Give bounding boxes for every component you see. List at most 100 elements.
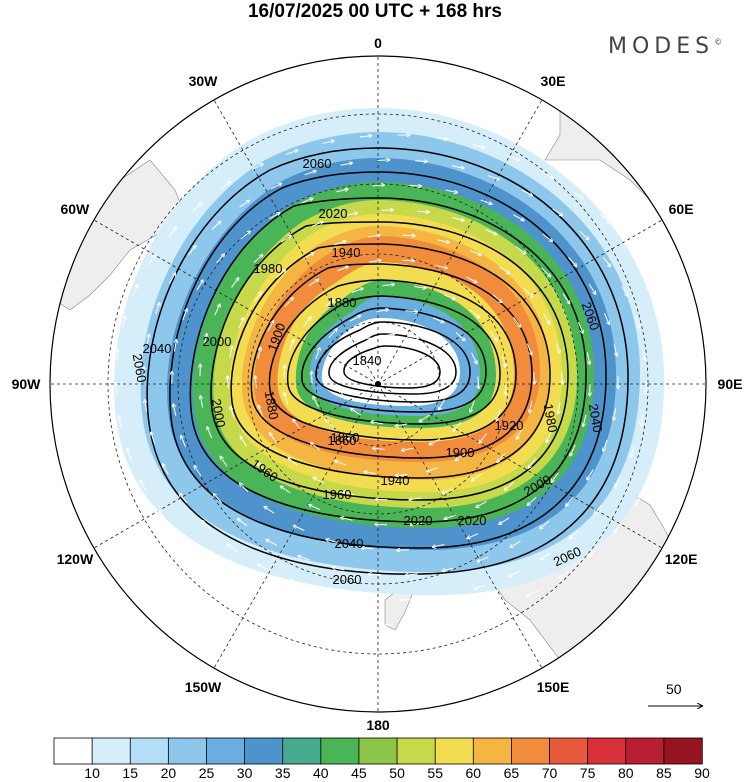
wind-vector: [472, 473, 482, 481]
wind-vector: [400, 600, 413, 601]
meridian-line: [377, 219, 663, 385]
svg-text:2060: 2060: [333, 572, 362, 587]
wind-vector: [410, 523, 422, 525]
colorbar-tick-label: 55: [427, 765, 443, 781]
wind-vector: [180, 493, 188, 504]
contour-2040: [169, 171, 607, 549]
colorbar-swatch: [358, 737, 398, 765]
wind-vector: [402, 260, 415, 261]
svg-text:2060: 2060: [303, 156, 332, 171]
svg-text:2000: 2000: [209, 398, 229, 429]
wind-vector: [467, 533, 479, 539]
svg-text:2020: 2020: [319, 206, 348, 221]
wind-vector: [346, 438, 358, 443]
wind-vector: [382, 334, 395, 337]
longitude-label: 60E: [669, 201, 694, 217]
wind-vector: [604, 313, 610, 324]
wind-vector: [541, 552, 551, 560]
longitude-label: 150W: [185, 679, 222, 695]
wind-vector: [207, 562, 218, 569]
wind-vector: [396, 474, 408, 475]
wind-vector: [402, 447, 414, 450]
wind-vector: [240, 483, 249, 493]
wind-vector: [643, 348, 645, 360]
wind-vector: [496, 409, 502, 420]
wind-vector: [614, 408, 616, 421]
wind-vector: [499, 266, 510, 274]
wind-vector: [579, 230, 589, 239]
svg-text:1960: 1960: [323, 487, 352, 502]
wind-vector: [492, 294, 502, 303]
svg-text:2040: 2040: [335, 536, 364, 551]
wind-vector: [373, 448, 385, 449]
colorbar-tick-label: 90: [694, 765, 710, 781]
brand-logo: MODES©: [608, 34, 722, 59]
contour-2060: [146, 147, 629, 575]
wind-vector: [377, 160, 390, 161]
wind-vector: [181, 537, 190, 546]
colorbar-tick-label: 50: [389, 765, 405, 781]
colorbar-swatch: [549, 737, 589, 765]
colorbar-swatch: [320, 737, 360, 765]
wind-vector: [602, 256, 610, 267]
wind-vector: [369, 260, 381, 262]
wind-vector: [371, 422, 383, 425]
wind-vector: [266, 540, 277, 546]
wind-vector: [415, 161, 427, 162]
colorbar-swatch: [472, 737, 513, 765]
meridian-line: [93, 219, 379, 385]
svg-text:1840: 1840: [353, 353, 382, 368]
svg-text:1940: 1940: [332, 245, 361, 260]
wind-vector: [148, 255, 155, 266]
wind-vector: [546, 431, 552, 442]
wind-vector: [613, 344, 617, 356]
wind-vector: [293, 419, 301, 430]
wind-vector: [304, 171, 316, 176]
wind-vector: [201, 520, 211, 530]
colorbar-swatch: [511, 737, 551, 765]
svg-text:1920: 1920: [495, 418, 524, 433]
colorbar-swatch: [91, 737, 131, 765]
wind-vector: [140, 480, 147, 491]
longitude-label: 150E: [537, 679, 570, 695]
wind-vector: [555, 341, 560, 353]
wind-vector: [173, 404, 177, 416]
svg-text:1900: 1900: [446, 445, 475, 460]
wind-vector: [630, 445, 635, 457]
meridian-line: [213, 99, 379, 385]
wind-vector: [665, 432, 669, 444]
wind-vector: [230, 407, 235, 419]
wind-vector: [298, 556, 310, 561]
wind-vector: [343, 492, 355, 496]
wind-vector: [303, 317, 311, 327]
wind-vector: [513, 214, 524, 221]
wind-vector: [444, 514, 456, 519]
colorbar-tick-label: 75: [580, 765, 596, 781]
wind-vector: [181, 436, 186, 447]
contour-label: 1900: [446, 445, 475, 460]
contour-1940: [268, 279, 517, 441]
wind-vector: [188, 246, 195, 256]
svg-text:1980: 1980: [254, 261, 283, 276]
wind-vector: [435, 264, 448, 268]
wind-vector: [577, 321, 583, 333]
wind-vector: [624, 240, 632, 250]
svg-text:2040: 2040: [586, 403, 606, 434]
wind-vector: [600, 214, 610, 223]
wind-vector: [558, 402, 561, 414]
contour-1840: [343, 345, 441, 389]
wind-vector: [523, 287, 532, 297]
wind-vector: [435, 138, 448, 140]
longitude-label: 120E: [665, 551, 698, 567]
wind-vector: [376, 499, 388, 500]
wind-vector: [163, 464, 169, 475]
wind-vector: [439, 399, 446, 410]
wind-vector: [214, 304, 220, 316]
wind-vector: [375, 524, 388, 525]
wind-vector: [442, 567, 454, 571]
wind-vector: [583, 414, 587, 427]
wind-vector: [551, 472, 559, 483]
wind-vector: [257, 463, 267, 473]
wind-vector: [309, 505, 320, 510]
wind-vector: [470, 400, 475, 412]
